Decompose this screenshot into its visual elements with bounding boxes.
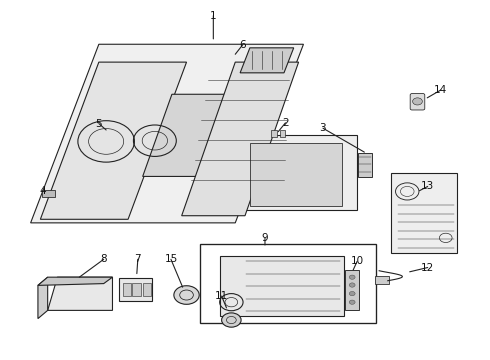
FancyBboxPatch shape (391, 173, 457, 253)
Circle shape (174, 286, 199, 304)
Text: 3: 3 (319, 123, 326, 133)
FancyBboxPatch shape (410, 94, 425, 110)
Text: 10: 10 (350, 256, 364, 266)
Circle shape (349, 292, 355, 296)
FancyBboxPatch shape (250, 143, 343, 206)
Text: 15: 15 (164, 254, 177, 264)
Text: 5: 5 (96, 118, 102, 129)
FancyBboxPatch shape (119, 278, 152, 301)
Text: 2: 2 (282, 118, 289, 128)
Polygon shape (30, 44, 303, 223)
Text: 11: 11 (215, 291, 228, 301)
FancyBboxPatch shape (345, 270, 359, 310)
Polygon shape (38, 277, 113, 285)
Text: 1: 1 (210, 11, 217, 21)
Text: 14: 14 (434, 85, 447, 95)
Circle shape (349, 283, 355, 287)
Circle shape (221, 313, 241, 327)
FancyBboxPatch shape (143, 283, 151, 296)
Text: 13: 13 (421, 181, 434, 192)
Text: 8: 8 (100, 254, 107, 264)
FancyBboxPatch shape (374, 276, 389, 284)
Polygon shape (40, 62, 187, 219)
Polygon shape (182, 62, 298, 216)
FancyBboxPatch shape (132, 283, 141, 296)
FancyBboxPatch shape (220, 256, 344, 316)
Polygon shape (38, 277, 48, 319)
Polygon shape (48, 277, 113, 310)
FancyBboxPatch shape (122, 283, 131, 296)
Text: 4: 4 (40, 186, 46, 197)
Circle shape (349, 300, 355, 304)
FancyBboxPatch shape (42, 190, 55, 197)
FancyBboxPatch shape (271, 130, 277, 137)
FancyBboxPatch shape (280, 130, 286, 137)
Text: 12: 12 (421, 262, 434, 273)
Text: 9: 9 (262, 233, 269, 243)
Polygon shape (143, 94, 235, 176)
Polygon shape (240, 48, 294, 73)
Text: 6: 6 (239, 40, 246, 50)
Text: 7: 7 (134, 254, 141, 264)
FancyBboxPatch shape (358, 153, 372, 177)
FancyBboxPatch shape (243, 135, 357, 210)
Circle shape (413, 98, 422, 105)
Circle shape (349, 275, 355, 279)
